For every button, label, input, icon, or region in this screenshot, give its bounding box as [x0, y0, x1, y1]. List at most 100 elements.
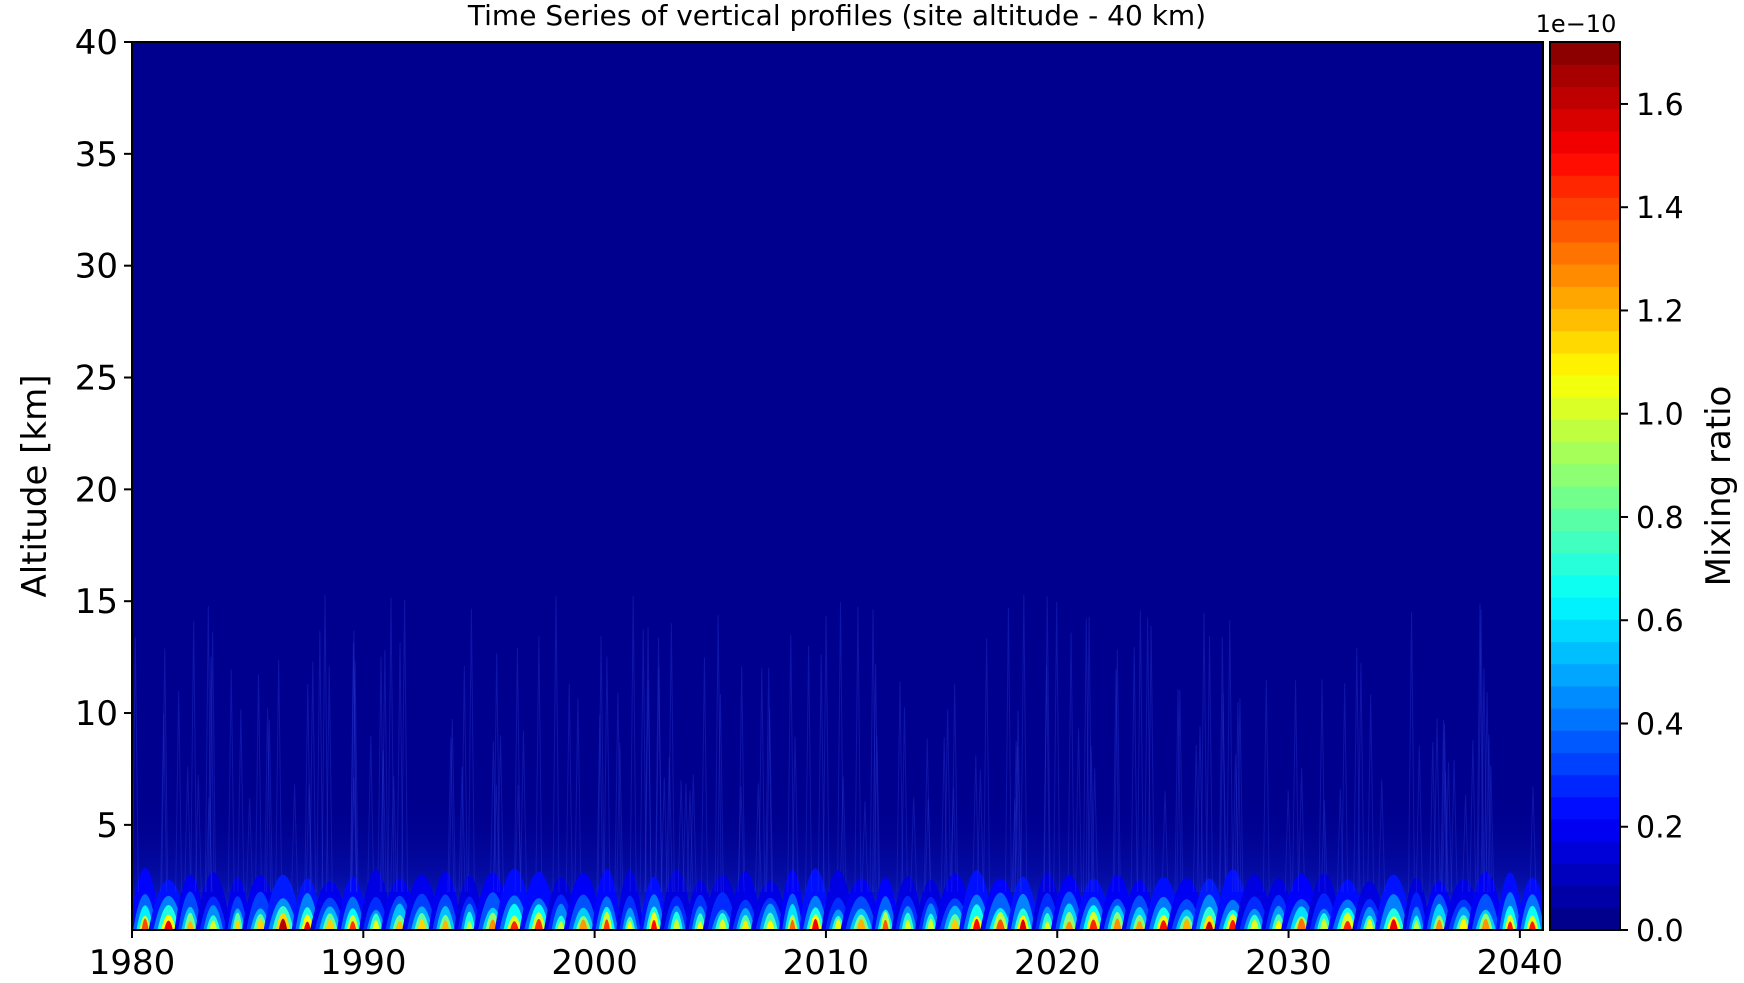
contour-line	[207, 656, 215, 892]
y-tick-label: 25	[75, 359, 118, 399]
contour-line	[396, 642, 404, 892]
contour-line	[1262, 679, 1270, 892]
contour-line	[519, 730, 527, 892]
contour-line	[1487, 765, 1495, 892]
heatmap-field	[132, 594, 1543, 930]
contour-line	[596, 714, 604, 892]
contour-line	[513, 647, 521, 892]
y-tick-label: 20	[75, 470, 118, 510]
contour-line	[1176, 690, 1184, 892]
seasonal-plume	[557, 921, 565, 930]
contour-line	[1196, 725, 1204, 892]
contour-line	[387, 597, 395, 892]
contour-line	[1292, 680, 1300, 892]
colorbar-level	[1550, 885, 1620, 909]
colorbar-label: Mixing ratio	[1699, 386, 1739, 587]
contour-line	[291, 784, 299, 892]
contour-line	[552, 596, 560, 892]
contour-line	[1014, 711, 1022, 892]
contour-line	[714, 615, 722, 892]
contour-line	[1082, 618, 1090, 892]
colorbar-frame	[1549, 41, 1621, 931]
contour-line	[1367, 694, 1375, 892]
contour-line	[1200, 612, 1208, 892]
seasonal-plume	[372, 920, 380, 930]
contour-line	[1298, 768, 1306, 892]
contour-line	[460, 665, 468, 892]
seasonal-plume	[765, 920, 775, 930]
contour-line	[1477, 609, 1485, 892]
colorbar-level	[1550, 397, 1620, 420]
colorbar-level	[1550, 863, 1620, 887]
contour-line	[309, 661, 317, 892]
colorbar-level	[1550, 153, 1620, 176]
seasonal-plume	[811, 918, 820, 930]
colorbar-level	[1550, 574, 1620, 598]
seasonal-plume	[1043, 921, 1051, 930]
seasonal-plume	[650, 920, 658, 930]
contour-line	[1219, 692, 1227, 892]
seasonal-plume	[1506, 921, 1514, 930]
contour-line	[1174, 689, 1182, 892]
seasonal-plume	[834, 918, 842, 930]
seasonal-plume	[1250, 919, 1259, 930]
colorbar-level	[1550, 419, 1620, 443]
contour-line	[644, 627, 652, 892]
contour-line	[1136, 610, 1144, 892]
seasonal-plume	[1228, 919, 1237, 930]
x-tick-label: 2030	[1245, 943, 1332, 983]
contour-line	[496, 735, 504, 892]
contour-line	[1284, 790, 1292, 892]
colorbar-level	[1550, 86, 1620, 110]
contour-line	[1440, 723, 1448, 892]
contour-line	[1014, 746, 1022, 892]
contour-line	[316, 630, 324, 892]
contour-line	[1415, 745, 1423, 892]
contour-line	[1043, 665, 1051, 892]
seasonal-plume	[882, 919, 889, 930]
seasonal-plume	[579, 919, 588, 930]
contour-line	[603, 656, 611, 892]
x-tick-label: 2040	[1477, 943, 1564, 983]
contour-line	[716, 693, 724, 892]
seasonal-plume	[927, 918, 935, 930]
colorbar-level	[1550, 552, 1620, 576]
contour-line	[175, 691, 183, 892]
contour-line	[1004, 607, 1012, 892]
contour-line	[574, 698, 582, 892]
seasonal-plume	[234, 920, 241, 930]
seasonal-plume	[510, 921, 519, 930]
contour-line	[275, 659, 283, 892]
colorbar-level	[1550, 841, 1620, 864]
contour-line	[1378, 779, 1386, 892]
seasonal-plume	[1389, 919, 1398, 930]
plot-area	[131, 41, 1544, 931]
seasonal-plume	[278, 918, 288, 930]
seasonal-plume	[488, 919, 498, 930]
seasonal-plume	[1296, 918, 1307, 930]
seasonal-plume	[789, 920, 796, 930]
seasonal-plume	[534, 919, 544, 930]
contour-line	[1320, 799, 1328, 892]
contour-line	[448, 718, 456, 892]
colorbar-level	[1550, 619, 1620, 642]
contour-line	[1075, 728, 1083, 892]
contour-line	[655, 637, 663, 892]
contour-line	[667, 623, 675, 892]
colorbar-level	[1550, 730, 1620, 753]
contour-line	[161, 648, 169, 892]
contour-line	[209, 632, 217, 892]
contour-line	[1429, 741, 1437, 892]
contour-line	[1357, 662, 1365, 892]
colorbar-level	[1550, 597, 1620, 620]
contour-line	[1087, 745, 1095, 892]
contour-line	[514, 784, 522, 892]
contour-line	[351, 660, 359, 892]
x-tick-label: 1990	[320, 943, 407, 983]
plot-frame	[131, 41, 1544, 931]
contour-line	[1318, 679, 1326, 892]
contour-line	[401, 599, 409, 892]
contour-line	[1236, 698, 1244, 892]
contour-line	[686, 790, 694, 892]
contour-line	[787, 634, 795, 892]
